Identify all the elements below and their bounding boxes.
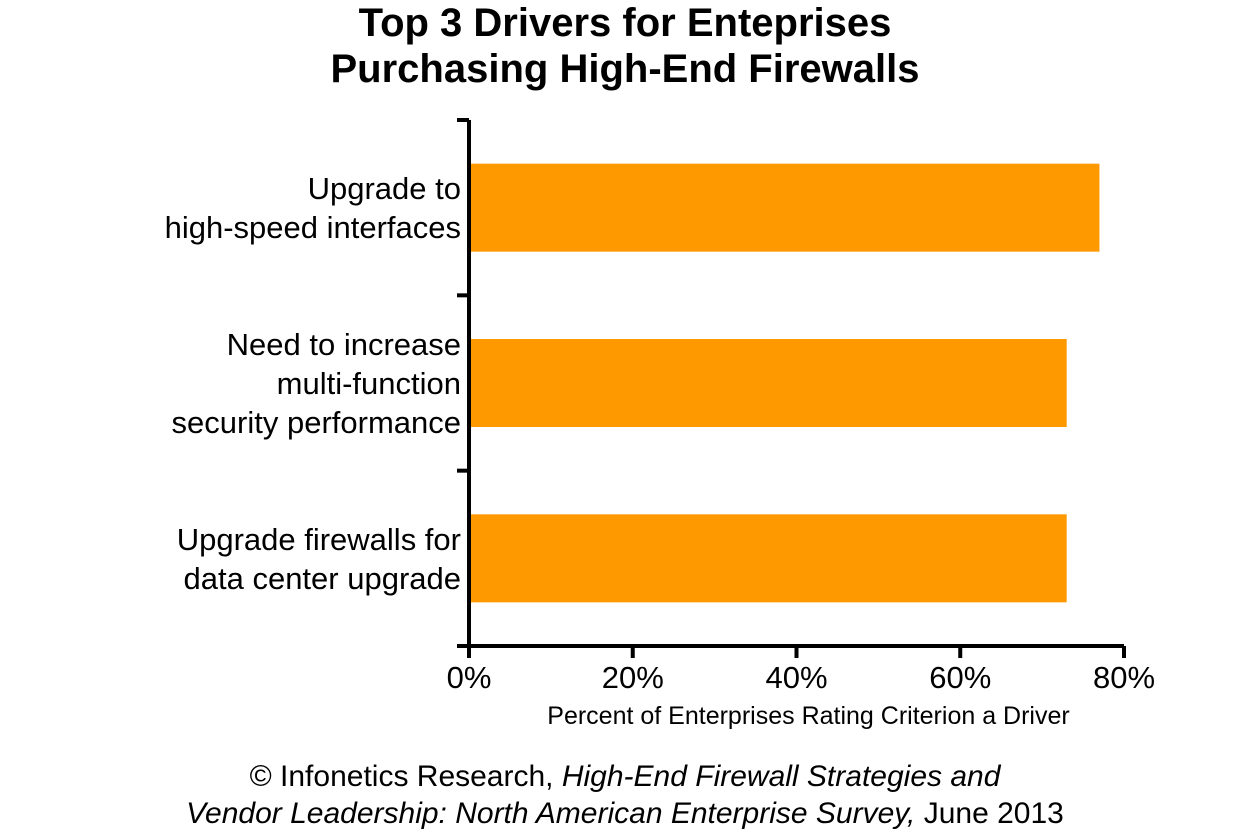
- source-line-2: Vendor Leadership: North American Enterp…: [0, 795, 1250, 832]
- category-label-2-line-3: security performance: [172, 405, 461, 440]
- source-citation: © Infonetics Research, High-End Firewall…: [0, 758, 1250, 832]
- x-tick-label-5: 80%: [1093, 660, 1155, 695]
- chart-title-line-2: Purchasing High-End Firewalls: [330, 47, 920, 91]
- source-report-title-part-2: Vendor Leadership: North American Enterp…: [186, 797, 916, 830]
- x-axis-title: Percent of Enterprises Rating Criterion …: [547, 702, 1069, 730]
- category-label-2: Need to increase multi-function security p…: [172, 327, 461, 440]
- category-label-3-line-2: data center upgrade: [184, 561, 462, 596]
- x-tick-label-2: 20%: [602, 660, 664, 695]
- bar-1: [469, 163, 1100, 252]
- source-publisher: © Infonetics Research,: [249, 760, 562, 793]
- bar-chart: Upgrade to high-speed interfaces Need to i…: [165, 118, 1155, 730]
- x-tick-label-1: 0%: [447, 660, 492, 695]
- x-tick-label-3: 40%: [765, 660, 827, 695]
- source-date: June 2013: [915, 797, 1064, 830]
- category-label-1-line-2: high-speed interfaces: [165, 210, 461, 245]
- category-label-3-line-1: Upgrade firewalls for: [177, 522, 461, 557]
- chart-title-line-1: Top 3 Drivers for Enteprises: [358, 1, 892, 45]
- category-label-1: Upgrade to high-speed interfaces: [165, 171, 461, 245]
- category-label-3: Upgrade firewalls for data center upgrade: [177, 522, 461, 596]
- x-tick-label-4: 60%: [929, 660, 991, 695]
- bar-2: [469, 339, 1067, 427]
- bar-3: [469, 514, 1067, 603]
- source-report-title-part-1: High-End Firewall Strategies and: [561, 760, 1001, 793]
- category-label-2-line-2: multi-function: [277, 366, 461, 401]
- chart-title: Top 3 Drivers for Enteprises Purchasing …: [0, 0, 1250, 92]
- source-line-1: © Infonetics Research, High-End Firewall…: [0, 758, 1250, 795]
- category-label-1-line-1: Upgrade to: [308, 171, 461, 206]
- category-label-2-line-1: Need to increase: [227, 327, 461, 362]
